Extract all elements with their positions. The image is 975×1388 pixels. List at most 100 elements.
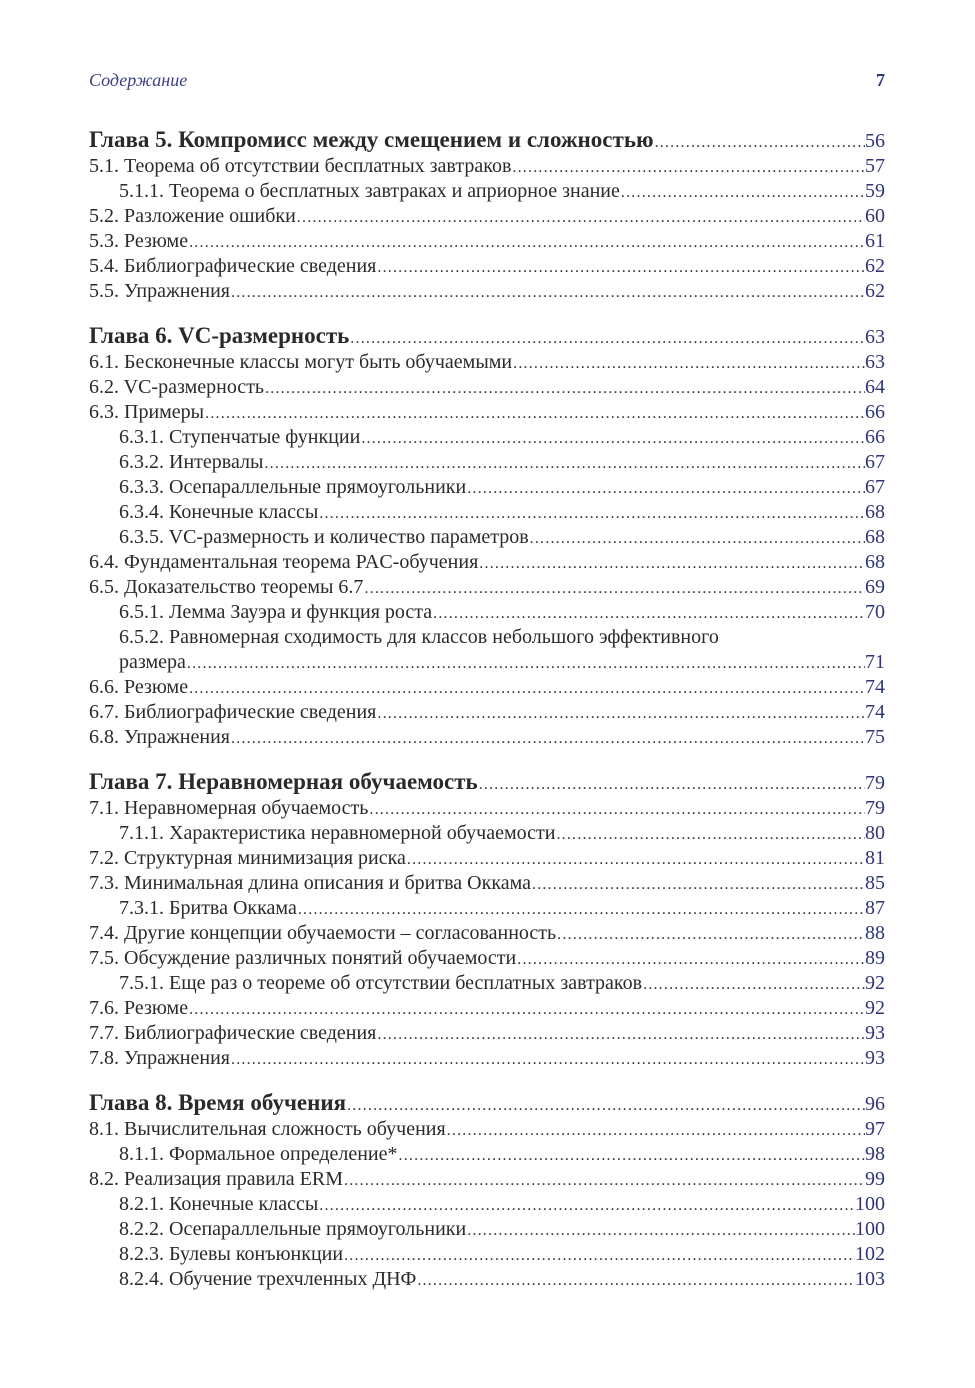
toc-page-number: 97 bbox=[865, 1118, 885, 1140]
toc-entry[interactable]: 7.1. Неравномерная обучаемость..........… bbox=[89, 796, 885, 821]
section-title: 8.2.4. Обучение трехчленных ДНФ bbox=[119, 1268, 417, 1290]
toc-page-number: 62 bbox=[865, 280, 885, 302]
section-title: 6.3. Примеры bbox=[89, 401, 205, 423]
toc-page-number: 81 bbox=[865, 847, 885, 869]
toc-chapter-entry[interactable]: Глава 5. Компромисс между смещением и сл… bbox=[89, 125, 885, 154]
toc-page-number: 89 bbox=[865, 947, 885, 969]
toc-entry[interactable]: 6.3.4. Конечные классы..................… bbox=[89, 500, 885, 525]
dot-leader: ........................................… bbox=[231, 730, 865, 747]
toc-entry[interactable]: 8.1.1. Формальное определение*..........… bbox=[89, 1142, 885, 1167]
section-title: 5.1. Теорема об отсутствии бесплатных за… bbox=[89, 155, 512, 177]
toc-entry[interactable]: 8.1. Вычислительная сложность обучения..… bbox=[89, 1117, 885, 1142]
dot-leader: ........................................… bbox=[406, 851, 865, 868]
toc-entry[interactable]: 6.1. Бесконечные классы могут быть обуча… bbox=[89, 350, 885, 375]
toc-page-number: 68 bbox=[865, 526, 885, 548]
toc-entry[interactable]: 6.3.1. Ступенчатые функции..............… bbox=[89, 425, 885, 450]
toc-page-number: 71 bbox=[865, 651, 885, 673]
dot-leader: ........................................… bbox=[417, 1272, 855, 1289]
section-title: 5.1.1. Теорема о бесплатных завтраках и … bbox=[119, 180, 620, 202]
chapter-title: Глава 6. VC-размерность bbox=[89, 323, 350, 348]
toc-entry[interactable]: 7.5.1. Еще раз о теореме об отсутствии б… bbox=[89, 971, 885, 996]
toc-page-number: 68 bbox=[865, 501, 885, 523]
dot-leader: ........................................… bbox=[467, 1222, 855, 1239]
chapter-title: Глава 8. Время обучения bbox=[89, 1090, 347, 1115]
section-title: 7.1.1. Характеристика неравномерной обуч… bbox=[119, 822, 556, 844]
toc-entry[interactable]: 6.4. Фундаментальная теорема PAC-обучени… bbox=[89, 550, 885, 575]
toc-entry[interactable]: 7.8. Упражнения.........................… bbox=[89, 1046, 885, 1071]
toc-entry[interactable]: 7.7. Библиографические сведения.........… bbox=[89, 1021, 885, 1046]
dot-leader: ........................................… bbox=[654, 134, 865, 151]
section-title: 7.2. Структурная минимизация риска bbox=[89, 847, 406, 869]
toc-entry[interactable]: 5.4. Библиографические сведения.........… bbox=[89, 254, 885, 279]
section-title: 6.3.3. Осепараллельные прямоугольники bbox=[119, 476, 467, 498]
section-title: 6.4. Фундаментальная теорема PAC-обучени… bbox=[89, 551, 479, 573]
dot-leader: ........................................… bbox=[517, 951, 865, 968]
toc-entry[interactable]: 7.3. Минимальная длина описания и бритва… bbox=[89, 871, 885, 896]
dot-leader: ........................................… bbox=[347, 1097, 865, 1114]
toc-entry[interactable]: 6.6. Резюме.............................… bbox=[89, 675, 885, 700]
dot-leader: ........................................… bbox=[479, 555, 865, 572]
section-title: 7.4. Другие концепции обучаемости – согл… bbox=[89, 922, 557, 944]
toc-entry[interactable]: 5.1. Теорема об отсутствии бесплатных за… bbox=[89, 154, 885, 179]
toc-entry[interactable]: 6.7. Библиографические сведения.........… bbox=[89, 700, 885, 725]
running-title: Содержание bbox=[89, 70, 188, 90]
toc-entry[interactable]: 8.2.4. Обучение трехчленных ДНФ.........… bbox=[89, 1267, 885, 1292]
page-number: 7 bbox=[876, 70, 885, 90]
toc-entry[interactable]: 8.2. Реализация правила ERM.............… bbox=[89, 1167, 885, 1192]
toc-entry[interactable]: 6.2. VC-размерность.....................… bbox=[89, 375, 885, 400]
section-title: 6.5. Доказательство теоремы 6.7 bbox=[89, 576, 364, 598]
toc-page-number: 74 bbox=[865, 676, 885, 698]
dot-leader: ........................................… bbox=[377, 705, 865, 722]
dot-leader: ........................................… bbox=[361, 430, 865, 447]
toc-entry[interactable]: 8.2.3. Булевы конъюнкции................… bbox=[89, 1242, 885, 1267]
toc-page-number: 59 bbox=[865, 180, 885, 202]
section-title: 8.2.3. Булевы конъюнкции bbox=[119, 1243, 344, 1265]
dot-leader: ........................................… bbox=[398, 1147, 865, 1164]
toc-page-number: 66 bbox=[865, 401, 885, 423]
toc-page-number: 63 bbox=[865, 351, 885, 373]
toc-entry[interactable]: 6.5.1. Лемма Зауэра и функция роста.....… bbox=[89, 600, 885, 625]
toc-entry[interactable]: 5.3. Резюме.............................… bbox=[89, 229, 885, 254]
toc-entry[interactable]: 5.1.1. Теорема о бесплатных завтраках и … bbox=[89, 179, 885, 204]
toc-entry[interactable]: 8.2.1. Конечные классы..................… bbox=[89, 1192, 885, 1217]
toc-page-number: 92 bbox=[865, 972, 885, 994]
toc-entry[interactable]: 7.2. Структурная минимизация риска......… bbox=[89, 846, 885, 871]
toc-page-number: 103 bbox=[855, 1268, 885, 1290]
toc-chapter-entry[interactable]: Глава 7. Неравномерная обучаемость......… bbox=[89, 767, 885, 796]
toc-entry[interactable]: 6.5. Доказательство теоремы 6.7.........… bbox=[89, 575, 885, 600]
toc-entry[interactable]: 7.5. Обсуждение различных понятий обучае… bbox=[89, 946, 885, 971]
toc-chapter-entry[interactable]: Глава 6. VC-размерность.................… bbox=[89, 321, 885, 350]
section-title: 8.2.1. Конечные классы bbox=[119, 1193, 319, 1215]
toc-page-number: 92 bbox=[865, 997, 885, 1019]
page-header: Содержание 7 bbox=[89, 70, 885, 96]
section-title: 7.7. Библиографические сведения bbox=[89, 1022, 377, 1044]
section-title: 7.3. Минимальная длина описания и бритва… bbox=[89, 872, 532, 894]
dot-leader: ........................................… bbox=[231, 1051, 865, 1068]
dot-leader: ........................................… bbox=[620, 184, 865, 201]
toc-entry[interactable]: размера.................................… bbox=[89, 650, 885, 675]
toc-entry[interactable]: 7.1.1. Характеристика неравномерной обуч… bbox=[89, 821, 885, 846]
dot-leader: ........................................… bbox=[532, 876, 865, 893]
toc-entry[interactable]: 6.3.3. Осепараллельные прямоугольники...… bbox=[89, 475, 885, 500]
toc-entry-line: 6.5.2. Равномерная сходимость для классо… bbox=[119, 626, 719, 648]
dot-leader: ........................................… bbox=[319, 1197, 855, 1214]
toc-page-number: 62 bbox=[865, 255, 885, 277]
toc-entry[interactable]: 6.3.2. Интервалы........................… bbox=[89, 450, 885, 475]
toc-entry[interactable]: 5.2. Разложение ошибки..................… bbox=[89, 204, 885, 229]
chapter-title: Глава 7. Неравномерная обучаемость bbox=[89, 769, 478, 794]
toc-entry[interactable]: 8.2.2. Осепараллельные прямоугольники...… bbox=[89, 1217, 885, 1242]
section-title: 7.5.1. Еще раз о теореме об отсутствии б… bbox=[119, 972, 643, 994]
toc-entry[interactable]: 7.6. Резюме.............................… bbox=[89, 996, 885, 1021]
dot-leader: ........................................… bbox=[364, 580, 865, 597]
toc-entry[interactable]: 6.3.5. VC-размерность и количество парам… bbox=[89, 525, 885, 550]
dot-leader: ........................................… bbox=[557, 926, 865, 943]
section-title: 8.2.2. Осепараллельные прямоугольники bbox=[119, 1218, 467, 1240]
section-title: 7.1. Неравномерная обучаемость bbox=[89, 797, 369, 819]
toc-entry[interactable]: 7.3.1. Бритва Оккама....................… bbox=[89, 896, 885, 921]
dot-leader: ........................................… bbox=[369, 801, 865, 818]
toc-entry[interactable]: 5.5. Упражнения.........................… bbox=[89, 279, 885, 304]
toc-entry[interactable]: 6.3. Примеры............................… bbox=[89, 400, 885, 425]
toc-chapter-entry[interactable]: Глава 8. Время обучения.................… bbox=[89, 1088, 885, 1117]
toc-entry[interactable]: 6.8. Упражнения.........................… bbox=[89, 725, 885, 750]
toc-entry[interactable]: 7.4. Другие концепции обучаемости – согл… bbox=[89, 921, 885, 946]
